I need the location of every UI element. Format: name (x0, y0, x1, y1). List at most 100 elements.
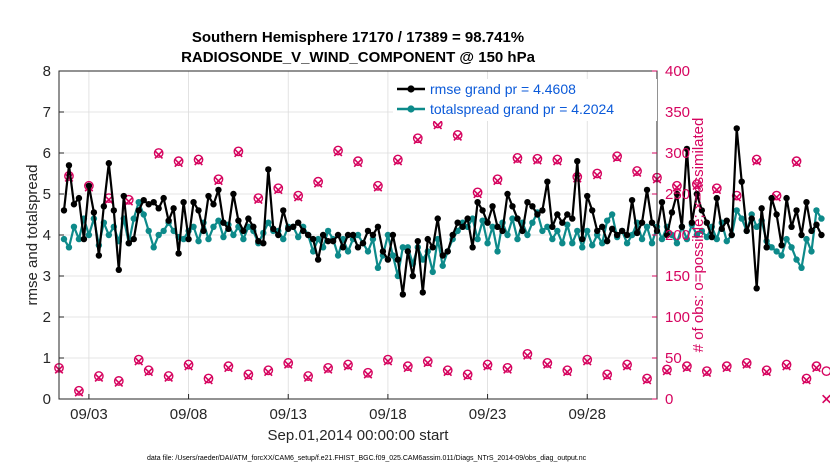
totalspread-point (210, 223, 217, 230)
rmse-point (110, 207, 118, 214)
assimilated-obs-marker (742, 360, 752, 369)
assimilated-obs-marker (293, 192, 303, 202)
rmse-point (554, 211, 561, 218)
rmse-point (344, 231, 352, 239)
rmse-point (748, 215, 755, 222)
possible-obs-marker (721, 361, 732, 372)
rmse-point (763, 244, 770, 251)
rmse-point (534, 211, 541, 218)
chart-legend: rmse grand pr = 4.4608 totalspread grand… (393, 79, 657, 121)
totalspread-point (668, 231, 676, 239)
rmse-point (155, 205, 162, 212)
totalspread-point (778, 252, 785, 259)
assimilated-obs-marker (154, 150, 164, 160)
totalspread-point (180, 235, 187, 243)
possible-obs-marker (512, 153, 523, 163)
rmse-point (703, 219, 711, 226)
rmse-point (628, 196, 636, 204)
totalspread-point (713, 235, 720, 243)
assimilated-obs-marker (263, 367, 273, 377)
totalspread-point (648, 240, 656, 247)
totalspread-point (85, 231, 93, 239)
rmse-point (280, 207, 287, 214)
totalspread-point (265, 219, 272, 226)
rmse-point (394, 256, 402, 263)
totalspread-point (295, 233, 302, 241)
possible-obs-marker (422, 356, 433, 367)
assimilated-obs-stroke (343, 361, 353, 371)
rmse-point (275, 231, 282, 239)
rmse-point (215, 186, 222, 194)
rmse-point (613, 231, 621, 239)
totalspread-point (419, 256, 426, 263)
totalspread-point (195, 237, 202, 245)
rmse-point (374, 223, 382, 230)
rmse-point (648, 219, 656, 226)
assimilated-obs-marker (303, 373, 313, 383)
rmse-point (200, 227, 207, 235)
rmse-point (494, 223, 501, 230)
possible-obs-marker (233, 146, 244, 157)
totalspread-point (220, 233, 227, 241)
y-right-tick-label: 50 (665, 350, 682, 367)
possible-obs-marker (263, 365, 274, 376)
rmse-point (549, 223, 556, 230)
possible-obs-marker (412, 133, 423, 144)
rmse-point (60, 207, 68, 214)
totalspread-point (623, 240, 631, 247)
possible-obs-marker (213, 174, 224, 185)
possible-obs-marker (761, 365, 772, 376)
rmse-point (230, 190, 237, 198)
totalspread-point (574, 227, 581, 235)
assimilated-obs-marker (283, 360, 293, 369)
assimilated-obs-marker (582, 356, 592, 366)
totalspread-point (544, 223, 551, 230)
totalspread-point (803, 235, 810, 243)
totalspread-point (105, 231, 113, 239)
y-axis-right-label: # of obs: o=possible; ×=assimilated (690, 118, 707, 353)
rmse-point (723, 217, 730, 224)
assimilated-obs-stroke (622, 361, 632, 371)
rmse-point (559, 219, 566, 226)
assimilated-obs-stroke (562, 367, 572, 377)
rmse-point (728, 231, 735, 239)
rmse-point (688, 219, 696, 226)
rmse-point (185, 235, 192, 243)
assimilated-obs-stroke (802, 375, 811, 385)
rmse-point (364, 227, 372, 235)
assimilated-obs-stroke (632, 168, 642, 178)
assimilated-obs-marker (822, 394, 830, 404)
assimilated-obs-marker (762, 367, 771, 377)
assimilated-obs-stroke (692, 181, 702, 191)
assimilated-obs-marker (632, 168, 642, 178)
totalspread-point (783, 235, 790, 243)
assimilated-obs-marker (562, 367, 572, 377)
assimilated-obs-marker (552, 156, 562, 166)
totalspread-point (140, 211, 147, 218)
assimilated-obs-stroke (543, 360, 552, 369)
y-right-tick-label: 250 (665, 186, 690, 203)
y-left-tick-label: 3 (43, 268, 51, 285)
totalspread-point (344, 248, 352, 255)
assimilated-obs-stroke (602, 371, 612, 381)
possible-obs-marker (313, 176, 324, 187)
rmse-point (638, 219, 646, 226)
assimilated-obs-stroke (672, 183, 682, 192)
rmse-point (678, 223, 686, 230)
rmse-point (414, 237, 421, 245)
possible-obs-marker (293, 190, 304, 201)
totalspread-point (638, 235, 646, 243)
possible-obs-marker (163, 371, 174, 381)
possible-obs-marker (113, 376, 124, 386)
assimilated-obs-marker (722, 363, 732, 373)
rmse-point (220, 219, 227, 226)
possible-obs-marker (323, 362, 333, 373)
rmse-point (788, 223, 795, 230)
rmse-point (713, 194, 720, 202)
totalspread-point (549, 235, 556, 243)
possible-obs-marker (562, 365, 573, 376)
totalspread-point (603, 217, 611, 224)
rmse-point (80, 235, 88, 243)
x-tick-label: 09/13 (269, 406, 307, 423)
